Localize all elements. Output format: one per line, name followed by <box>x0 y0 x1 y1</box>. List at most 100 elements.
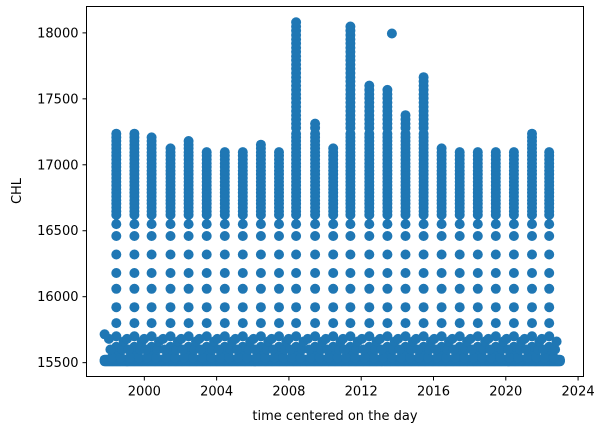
data-point <box>400 249 411 260</box>
data-point <box>393 333 404 344</box>
data-point <box>219 318 230 329</box>
data-point <box>129 219 140 230</box>
data-point <box>527 283 537 294</box>
data-point <box>490 318 501 329</box>
data-point <box>237 147 248 158</box>
data-point <box>538 344 549 355</box>
data-point <box>345 219 356 230</box>
data-point <box>231 344 242 355</box>
data-point <box>490 231 501 241</box>
data-point <box>501 333 512 344</box>
data-point <box>201 231 212 241</box>
data-point <box>269 352 280 363</box>
data-point <box>436 283 447 294</box>
data-point <box>454 318 465 329</box>
data-point <box>146 318 157 329</box>
data-point <box>349 352 360 363</box>
data-point <box>436 249 447 260</box>
data-point <box>237 268 248 278</box>
data-point <box>486 352 497 363</box>
data-point <box>454 147 465 158</box>
data-point <box>291 17 302 28</box>
data-point <box>454 283 465 294</box>
data-point <box>527 249 537 260</box>
data-point <box>368 352 379 363</box>
data-point <box>111 219 122 230</box>
data-point <box>140 344 151 355</box>
data-point <box>338 333 348 344</box>
x-axis-label: time centered on the day <box>252 409 417 424</box>
data-point <box>340 352 351 363</box>
data-point <box>454 249 465 260</box>
data-point <box>405 352 415 363</box>
y-tick-label: 16500 <box>37 224 78 239</box>
data-point <box>382 84 393 95</box>
data-point <box>382 283 393 294</box>
data-point <box>283 333 294 344</box>
x-tick-label: 2020 <box>489 385 522 400</box>
data-point <box>328 268 339 278</box>
data-point <box>274 268 284 278</box>
data-point <box>503 344 513 355</box>
data-point <box>436 143 447 154</box>
data-point <box>345 283 356 294</box>
data-point <box>345 231 356 241</box>
data-point <box>522 352 533 363</box>
data-point <box>165 249 176 260</box>
data-point <box>519 333 530 344</box>
data-point <box>551 336 562 347</box>
data-point <box>465 333 476 344</box>
data-point <box>468 352 479 363</box>
data-point <box>106 352 117 363</box>
data-point <box>310 318 321 329</box>
data-point <box>165 219 176 230</box>
data-point <box>183 219 194 230</box>
data-point <box>111 128 122 139</box>
data-point <box>237 302 248 313</box>
data-point <box>377 352 388 363</box>
y-tick-label: 16000 <box>37 290 78 305</box>
data-point <box>364 283 375 294</box>
data-point <box>310 219 321 230</box>
data-point <box>146 219 157 230</box>
data-point <box>483 333 494 344</box>
data-point <box>490 147 501 158</box>
data-point <box>201 147 212 158</box>
data-point <box>412 344 423 355</box>
data-point <box>418 219 429 230</box>
data-point <box>382 302 393 313</box>
data-point <box>345 318 356 329</box>
data-point <box>237 219 248 230</box>
data-point <box>418 283 429 294</box>
plot-frame <box>86 6 584 377</box>
data-point <box>111 302 122 313</box>
data-point <box>527 302 537 313</box>
data-point <box>364 302 375 313</box>
data-point <box>310 231 321 241</box>
data-point <box>448 344 459 355</box>
data-point <box>255 283 266 294</box>
data-point <box>472 249 483 260</box>
data-point <box>418 302 429 313</box>
y-axis-ticks: 15500 16000 16500 17000 17500 18000 <box>37 26 87 371</box>
data-point <box>544 219 555 230</box>
data-point <box>550 344 561 355</box>
data-point <box>268 344 278 355</box>
data-point <box>146 268 157 278</box>
data-point <box>133 352 144 363</box>
data-point <box>115 352 126 363</box>
y-axis-label: CHL <box>10 177 25 204</box>
x-tick-label: 2024 <box>562 385 595 400</box>
data-point <box>400 302 411 313</box>
data-point <box>447 333 458 344</box>
data-point <box>129 268 140 278</box>
data-point <box>472 283 483 294</box>
data-point <box>544 283 555 294</box>
data-point <box>129 231 140 241</box>
data-point <box>278 352 289 363</box>
x-tick-label: 2000 <box>128 385 161 400</box>
data-point <box>183 249 194 260</box>
data-point <box>291 302 302 313</box>
data-point <box>219 268 230 278</box>
